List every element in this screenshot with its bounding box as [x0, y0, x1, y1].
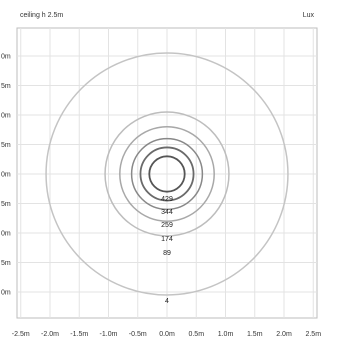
- contour-259: [130, 137, 204, 211]
- unit-label: Lux: [302, 12, 314, 19]
- contour-344: [139, 146, 195, 202]
- y-tick-label: 0m: [1, 113, 11, 120]
- contour-label-344: 344: [161, 209, 173, 216]
- x-axis-ticks: -2.5m -2.0m -1.5m -1.0m -0.5m 0.0m 0.5m 1.0m 1.5…: [12, 331, 321, 338]
- x-tick-label: 1.0m: [218, 331, 234, 338]
- x-tick-label: -2.0m: [41, 331, 59, 338]
- contour-4: [45, 52, 289, 296]
- y-tick-label: 0m: [1, 290, 11, 297]
- x-tick-label: 2.5m: [305, 331, 321, 338]
- contour-label-4: 4: [165, 298, 169, 305]
- y-tick-label: 0m: [1, 172, 11, 179]
- y-tick-label: 5m: [1, 142, 11, 149]
- x-tick-label: 0.0m: [159, 331, 175, 338]
- y-tick-label: 5m: [1, 83, 11, 90]
- x-tick-label: -1.5m: [70, 331, 88, 338]
- y-tick-label: 5m: [1, 260, 11, 267]
- contour-174: [119, 126, 215, 222]
- y-tick-label: 5m: [1, 201, 11, 208]
- contour-429: [148, 155, 186, 193]
- chart-subtitle: ceiling h 2.5m: [20, 12, 64, 19]
- x-tick-label: 1.5m: [247, 331, 263, 338]
- contour-label-89: 89: [163, 250, 171, 257]
- x-tick-label: -2.5m: [12, 331, 30, 338]
- x-tick-label: 2.0m: [276, 331, 292, 338]
- y-tick-label: 0m: [1, 54, 11, 61]
- grid-vertical: [20, 28, 314, 318]
- contour-label-174: 174: [161, 236, 173, 243]
- isolux-contours: [45, 52, 289, 296]
- x-tick-label: 0.5m: [188, 331, 204, 338]
- contour-label-259: 259: [161, 222, 173, 229]
- y-tick-label: 0m: [1, 231, 11, 238]
- contour-label-429: 429: [161, 196, 173, 203]
- x-tick-label: -0.5m: [129, 331, 147, 338]
- grid-horizontal: [17, 55, 317, 293]
- contour-labels: 429 344 259 174 89 4: [161, 196, 173, 305]
- contour-89: [104, 111, 230, 237]
- y-axis-ticks: 0m 5m 0m 5m 0m 5m 0m 5m 0m: [1, 54, 11, 297]
- x-tick-label: -1.0m: [100, 331, 118, 338]
